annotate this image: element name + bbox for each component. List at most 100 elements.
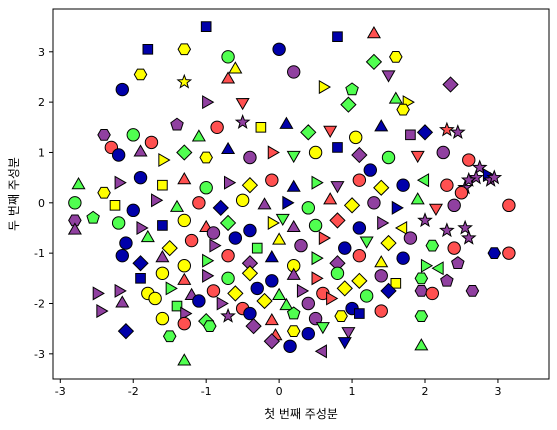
scatter-point xyxy=(110,201,120,211)
scatter-point xyxy=(127,204,139,216)
scatter-point xyxy=(178,317,190,329)
scatter-point xyxy=(252,243,262,253)
scatter-point xyxy=(397,252,409,264)
scatter-point xyxy=(309,219,321,231)
scatter-point xyxy=(116,83,128,95)
scatter-point xyxy=(158,180,168,190)
y-tick-label: 2 xyxy=(38,96,45,109)
scatter-point xyxy=(193,295,205,307)
scatter-point xyxy=(404,232,416,244)
scatter-point xyxy=(211,121,223,133)
y-tick-label: 0 xyxy=(38,197,45,210)
scatter-point xyxy=(143,44,153,54)
y-tick-label: -1 xyxy=(34,247,45,260)
y-tick-label: 3 xyxy=(38,46,45,59)
scatter-point xyxy=(333,143,343,153)
y-tick-label: -3 xyxy=(34,348,45,361)
scatter-point xyxy=(331,267,343,279)
scatter-point xyxy=(368,197,380,209)
scatter-point xyxy=(288,326,300,337)
scatter-point xyxy=(339,242,351,254)
scatter-point xyxy=(353,249,365,261)
scatter-point xyxy=(335,311,347,322)
scatter-point xyxy=(236,194,248,206)
scatter-point xyxy=(193,197,205,209)
scatter-point xyxy=(207,285,219,297)
x-tick-label: -2 xyxy=(128,385,139,398)
scatter-point xyxy=(503,199,515,211)
scatter-point xyxy=(382,151,394,163)
scatter-point xyxy=(273,43,285,55)
scatter-point xyxy=(302,297,314,309)
scatter-point xyxy=(415,311,427,322)
scatter-point xyxy=(120,237,132,249)
scatter-point xyxy=(488,248,500,259)
scatter-point xyxy=(158,221,168,231)
scatter-point xyxy=(353,222,365,234)
scatter-point xyxy=(185,234,197,246)
scatter-point xyxy=(426,240,438,251)
scatter-point xyxy=(178,214,190,226)
scatter-point xyxy=(112,217,124,229)
scatter-point xyxy=(437,146,449,158)
scatter-point xyxy=(288,66,300,78)
scatter-point xyxy=(204,321,216,332)
scatter-point xyxy=(178,44,190,55)
scatter-point xyxy=(375,270,387,282)
scatter-point xyxy=(397,104,409,115)
x-tick-label: 0 xyxy=(276,385,283,398)
scatter-point xyxy=(302,202,314,214)
scatter-point xyxy=(244,151,256,163)
scatter-point xyxy=(69,197,81,209)
scatter-point xyxy=(178,260,190,272)
scatter-point xyxy=(266,174,278,186)
scatter-point xyxy=(244,224,256,236)
scatter-point xyxy=(222,272,234,284)
scatter-point xyxy=(127,129,139,141)
scatter-point xyxy=(98,129,110,140)
scatter-point xyxy=(256,122,266,132)
scatter-point xyxy=(375,305,387,317)
scatter-point xyxy=(397,179,409,191)
scatter-point xyxy=(229,232,241,244)
scatter-point xyxy=(164,331,176,342)
scatter-point xyxy=(149,292,161,304)
y-tick-label: -2 xyxy=(34,297,45,310)
scatter-point xyxy=(448,199,460,211)
x-tick-label: 2 xyxy=(422,385,429,398)
scatter-point xyxy=(390,51,402,62)
scatter-point xyxy=(426,287,438,299)
scatter-point xyxy=(134,171,146,183)
scatter-point xyxy=(333,32,343,42)
scatter-point xyxy=(222,51,234,63)
scatter-point xyxy=(145,136,157,148)
scatter-point xyxy=(353,174,365,186)
x-axis-label: 첫 번째 주성분 xyxy=(264,407,338,421)
scatter-point xyxy=(364,164,376,176)
scatter-point xyxy=(156,267,168,279)
scatter-point xyxy=(309,146,321,158)
scatter-point xyxy=(448,242,460,254)
scatter-point xyxy=(415,286,427,297)
scatter-point xyxy=(251,282,263,294)
scatter-point xyxy=(503,247,515,259)
scatter-point xyxy=(455,187,467,199)
x-tick-label: -3 xyxy=(55,385,66,398)
scatter-point xyxy=(415,273,427,284)
scatter-point xyxy=(98,187,110,198)
scatter-point xyxy=(266,275,278,287)
scatter-point xyxy=(200,182,212,194)
scatter-point xyxy=(302,327,314,339)
scatter-point xyxy=(284,340,296,352)
scatter-point xyxy=(200,152,212,163)
scatter-point xyxy=(355,309,365,319)
scatter-point xyxy=(463,154,475,166)
y-tick-label: 1 xyxy=(38,146,45,159)
scatter-point xyxy=(466,286,478,297)
scatter-point xyxy=(360,290,372,302)
y-axis-label: 두 번째 주성분 xyxy=(7,157,21,231)
scatter-point xyxy=(441,179,453,191)
scatter-point xyxy=(406,130,416,140)
scatter-point xyxy=(244,307,256,319)
